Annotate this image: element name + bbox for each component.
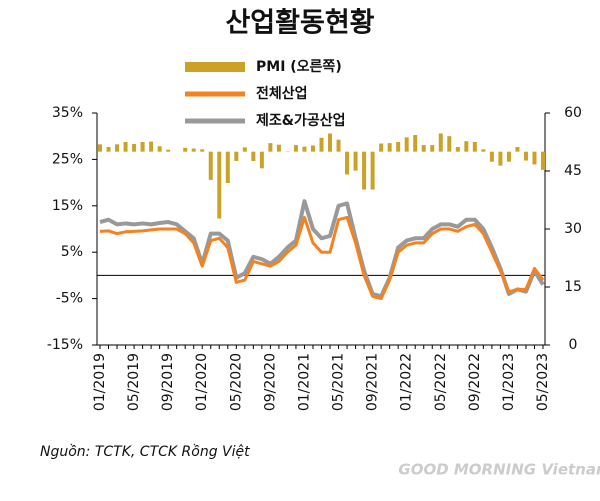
bar	[234, 151, 239, 161]
y-tick-label: -15%	[47, 337, 83, 353]
bar	[276, 144, 281, 152]
y-tick-label: -5%	[56, 291, 83, 307]
bar	[208, 151, 213, 180]
y2-tick-label: 15	[564, 279, 582, 295]
x-tick-label: 09/2021	[365, 353, 381, 411]
y2-tick-label: 45	[564, 163, 582, 179]
bar	[268, 143, 273, 152]
y-tick-label: 15%	[52, 198, 83, 214]
legend-label: 전체산업	[256, 85, 308, 102]
bar	[200, 149, 205, 152]
bar	[523, 151, 528, 161]
bar	[191, 148, 196, 152]
bar	[447, 136, 452, 152]
bar	[472, 142, 477, 152]
bar	[123, 142, 128, 152]
bar	[242, 147, 247, 152]
bar	[396, 142, 401, 152]
y2-tick-label: 60	[564, 105, 582, 121]
x-tick-label: 01/2021	[296, 353, 312, 411]
bar	[132, 143, 137, 152]
x-tick-label: 05/2019	[126, 353, 142, 411]
bar	[328, 133, 333, 152]
bar	[259, 151, 264, 169]
bar	[464, 141, 469, 152]
bar	[183, 147, 188, 152]
x-tick-label: 05/2022	[433, 353, 449, 411]
watermark: GOOD MORNING Vietnam	[398, 461, 600, 479]
bar	[149, 141, 154, 152]
x-tick-label: 09/2022	[467, 353, 483, 411]
y2-tick-label: 0	[569, 337, 578, 353]
x-tick-label: 09/2020	[262, 353, 278, 411]
bar	[106, 147, 111, 152]
x-tick-label: 01/2019	[92, 353, 108, 411]
bar	[140, 142, 145, 152]
bar	[157, 146, 162, 152]
bar	[336, 139, 341, 152]
bar	[404, 137, 409, 152]
bar	[217, 151, 222, 219]
bar	[166, 149, 171, 152]
chart-title: 산업활동현황	[225, 8, 374, 39]
x-tick-label: 05/2021	[331, 353, 347, 411]
bar	[506, 151, 511, 162]
bar	[430, 145, 435, 152]
bar	[251, 151, 256, 161]
bar	[225, 151, 230, 183]
y-tick-label: 35%	[52, 105, 83, 121]
bar	[515, 147, 520, 152]
bar	[379, 143, 384, 152]
bar	[387, 143, 392, 152]
y-tick-label: 25%	[52, 151, 83, 167]
x-tick-label: 05/2023	[535, 353, 551, 411]
bar	[489, 151, 494, 162]
x-tick-label: 05/2020	[228, 353, 244, 411]
bar	[438, 133, 443, 152]
bar	[413, 135, 418, 152]
bar	[362, 151, 367, 190]
line	[99, 215, 545, 301]
bar	[319, 137, 324, 152]
bar	[532, 151, 537, 165]
bar	[481, 149, 486, 152]
source: Nguồn: TCTK, CTCK Rồng Việt	[40, 443, 250, 460]
y-tick-label: 5%	[61, 244, 83, 260]
bar	[498, 151, 503, 166]
bar	[455, 147, 460, 152]
bar	[293, 145, 298, 152]
bar	[370, 151, 375, 190]
x-tick-label: 01/2020	[194, 353, 210, 411]
bar	[541, 151, 545, 170]
x-tick-label: 01/2022	[399, 353, 415, 411]
bar	[310, 145, 315, 152]
x-tick-label: 01/2023	[501, 353, 517, 411]
line	[99, 199, 545, 299]
bar	[98, 144, 102, 152]
x-tick-label: 09/2019	[160, 353, 176, 411]
bar	[421, 145, 426, 152]
bar	[115, 144, 120, 152]
bar	[353, 151, 358, 171]
legend-swatch	[185, 62, 245, 72]
y2-tick-label: 30	[564, 221, 582, 237]
bar	[302, 146, 307, 152]
legend-label: PMI (오른쪽)	[256, 59, 342, 75]
bar	[345, 151, 350, 175]
legend-label: 제조&가공산업	[256, 112, 346, 129]
